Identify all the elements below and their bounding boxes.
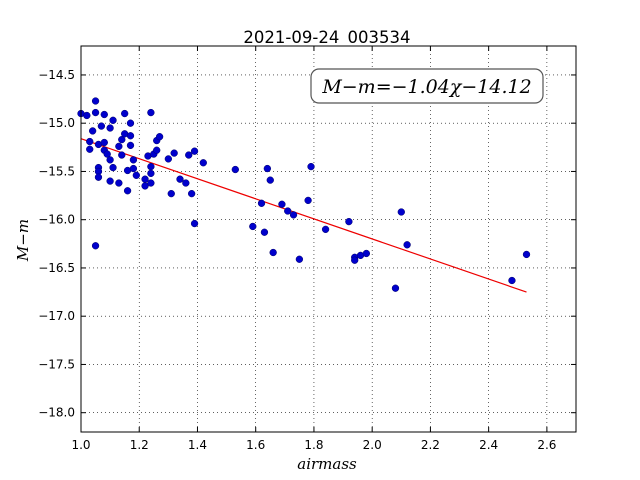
data-point xyxy=(103,150,111,158)
x-axis-label: airmass xyxy=(297,455,357,473)
data-point xyxy=(164,155,173,163)
y-tick-label: −18.0 xyxy=(38,406,75,420)
data-point xyxy=(147,162,155,171)
y-tick-label: −16.0 xyxy=(38,213,75,227)
plot-area xyxy=(81,46,576,432)
data-point xyxy=(345,217,353,226)
data-point xyxy=(97,122,106,130)
data-point xyxy=(284,207,292,215)
data-point xyxy=(391,284,400,292)
data-point xyxy=(260,228,269,236)
x-tick-label: 2.0 xyxy=(363,438,382,452)
data-point xyxy=(132,171,140,179)
data-point xyxy=(123,187,132,195)
y-tick-label: −17.0 xyxy=(38,309,75,323)
data-point xyxy=(86,137,94,146)
fit-equation: M−m=−1.04χ−14.12 xyxy=(321,76,531,98)
data-point xyxy=(100,138,108,147)
plot-frame xyxy=(80,45,577,433)
data-point xyxy=(167,189,175,198)
data-point xyxy=(126,119,135,127)
data-point xyxy=(397,208,405,216)
x-tick-label: 1.2 xyxy=(130,438,149,452)
x-tick-label: 1.0 xyxy=(71,438,90,452)
chart-title: 2021-09-24_003534 xyxy=(243,28,410,48)
data-point xyxy=(199,159,207,167)
data-point xyxy=(187,189,196,198)
data-point xyxy=(126,132,135,140)
data-point xyxy=(106,156,114,164)
x-axis: 1.0 1.2 1.4 1.6 1.8 2.0 2.2 2.4 2.6 xyxy=(71,46,556,452)
x-tick-label: 1.8 xyxy=(304,438,323,452)
data-point xyxy=(94,173,103,181)
data-point xyxy=(109,116,117,124)
data-point xyxy=(153,146,161,154)
y-axis-label: M−m xyxy=(14,219,32,262)
y-tick-label: −15.5 xyxy=(38,164,75,178)
data-point xyxy=(147,169,155,178)
data-points xyxy=(77,97,531,292)
data-point xyxy=(508,276,516,285)
data-point xyxy=(403,241,411,249)
data-point xyxy=(304,196,312,205)
y-tick-label: −14.5 xyxy=(38,68,75,82)
data-point xyxy=(109,163,117,172)
data-point xyxy=(141,175,149,183)
data-point xyxy=(100,110,108,119)
data-point xyxy=(91,97,100,105)
data-point xyxy=(266,176,274,184)
data-point xyxy=(106,177,114,185)
data-point xyxy=(126,141,135,150)
data-point xyxy=(86,145,94,153)
data-point xyxy=(269,248,277,257)
data-point xyxy=(190,147,199,155)
data-point xyxy=(289,211,298,219)
data-point xyxy=(231,165,239,174)
data-point xyxy=(278,200,286,208)
x-tick-label: 2.6 xyxy=(537,438,556,452)
data-point xyxy=(115,142,123,151)
data-point xyxy=(182,179,190,187)
fit-line xyxy=(80,138,527,293)
data-point xyxy=(190,219,199,228)
data-point xyxy=(249,222,257,231)
data-point xyxy=(147,108,155,117)
data-point xyxy=(118,151,126,159)
y-axis: −14.5 −15.0 −15.5 −16.0 −16.5 −17.0 −17.5 −18.0 xyxy=(38,68,576,420)
data-point xyxy=(129,156,138,164)
data-point xyxy=(129,164,138,173)
y-tick-label: −15.0 xyxy=(38,116,75,130)
data-point xyxy=(185,151,193,159)
data-point xyxy=(307,162,315,171)
data-point xyxy=(121,109,129,118)
y-tick-label: −17.5 xyxy=(38,357,75,371)
x-tick-label: 1.4 xyxy=(188,438,207,452)
data-point xyxy=(115,179,123,187)
data-point xyxy=(257,199,266,207)
data-point xyxy=(321,225,330,234)
data-point xyxy=(88,127,97,135)
data-point xyxy=(155,133,164,141)
data-point xyxy=(83,111,91,120)
y-tick-label: −16.5 xyxy=(38,261,75,275)
data-point xyxy=(522,250,531,259)
x-tick-label: 2.2 xyxy=(421,438,440,452)
data-point xyxy=(106,124,114,132)
data-point xyxy=(118,135,126,144)
data-point xyxy=(176,175,184,183)
data-point xyxy=(141,182,149,190)
data-point xyxy=(351,256,359,264)
annotation-box xyxy=(310,68,544,104)
data-point xyxy=(91,108,100,117)
data-point xyxy=(362,249,371,258)
data-point xyxy=(263,164,272,173)
data-point xyxy=(91,242,100,250)
x-tick-label: 1.6 xyxy=(246,438,265,452)
data-point xyxy=(295,255,304,263)
data-point xyxy=(170,149,178,157)
x-tick-label: 2.4 xyxy=(479,438,498,452)
data-point xyxy=(147,179,155,187)
